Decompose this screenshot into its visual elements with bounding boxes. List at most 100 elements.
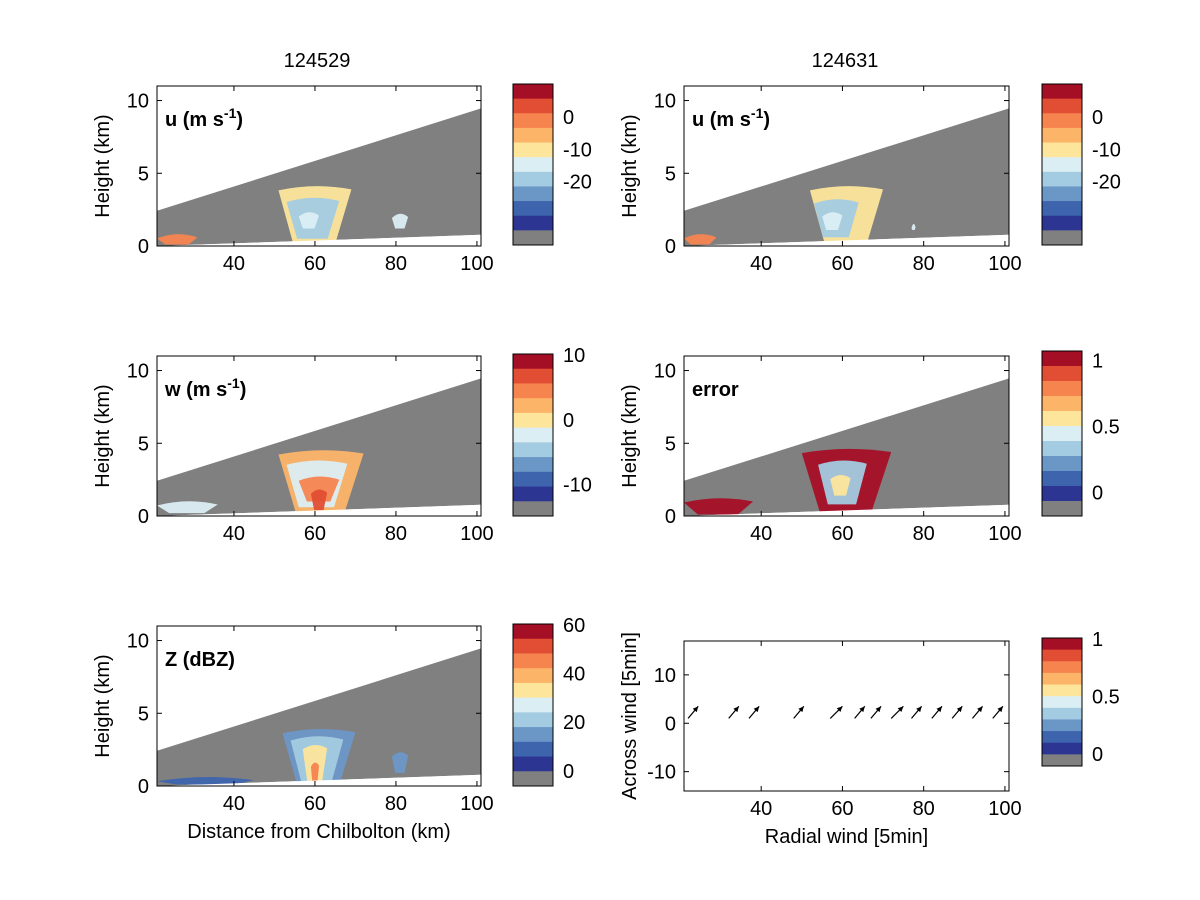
beam-sector [157, 648, 481, 786]
ground-mask [684, 234, 1009, 246]
panel-label-text: u (m s [165, 109, 224, 131]
colorbar-tick-label: 20 [563, 712, 585, 734]
colorbar-tick-label: -10 [563, 139, 592, 161]
x-axis-label: Distance from Chilbolton (km) [187, 821, 450, 843]
beam-sector [684, 378, 1009, 516]
panel-label-end: ) [236, 109, 243, 131]
axes-frame [683, 355, 1010, 517]
y-tick-label: 0 [665, 236, 676, 258]
colorbar-segment [1042, 411, 1082, 427]
y-axis-label: Height (km) [619, 114, 641, 217]
axes-frame [156, 355, 482, 517]
x-tick-label: 100 [988, 253, 1021, 275]
colorbar-segment [1042, 186, 1082, 202]
y-axis-label: Height (km) [619, 384, 641, 487]
y-tick-label: 10 [654, 665, 676, 687]
echo-region-3 [830, 475, 851, 496]
x-tick-label: 80 [913, 523, 935, 545]
colorbar-tick-label: -20 [1092, 172, 1121, 194]
x-tick-label: 80 [913, 798, 935, 820]
colorbar-segment [513, 98, 553, 114]
y-tick-label: 10 [127, 361, 149, 383]
y-tick-label: 10 [654, 361, 676, 383]
y-tick-label: -10 [647, 762, 676, 784]
colorbar-tick-label: 1 [1092, 350, 1103, 372]
x-tick-label: 40 [223, 253, 245, 275]
colorbar-tick-label: 10 [563, 345, 585, 367]
echo-region-3 [822, 212, 843, 230]
panel-label: u (m s-1) [692, 105, 770, 131]
colorbar-frame [1041, 83, 1083, 246]
panel-label-text: w (m s [164, 379, 227, 401]
x-tick-label: 60 [304, 253, 326, 275]
echo-region-4 [684, 498, 754, 515]
beam-sector [157, 108, 481, 247]
colorbar-segment [1042, 201, 1082, 217]
panel-label-text: u (m s [692, 109, 751, 131]
colorbar-segment [1042, 84, 1082, 100]
y-tick-label: 0 [138, 506, 149, 528]
y-tick-label: 5 [665, 163, 676, 185]
wind-arrowhead-6 [859, 706, 865, 713]
colorbar-frame [1041, 350, 1083, 517]
colorbar-segment [1042, 731, 1082, 744]
colorbar-segment [513, 486, 553, 502]
wind-arrowhead-7 [875, 706, 882, 713]
panel-label: Z (dBZ) [165, 649, 235, 671]
axes-frame [683, 85, 1010, 247]
colorbar-segment [513, 727, 553, 743]
wind-arrowhead-2 [733, 706, 739, 713]
colorbar-segment [1042, 719, 1082, 732]
axes-frame [156, 85, 482, 247]
echo-region-5 [391, 752, 409, 773]
wind-arrowhead-5 [836, 706, 843, 712]
colorbar-segment [1042, 157, 1082, 173]
panel-label-superscript: -1 [227, 375, 240, 391]
colorbar-segment [1042, 486, 1082, 502]
colorbar-tick-label: 0 [1092, 744, 1103, 766]
colorbar-segment [1042, 754, 1082, 767]
colorbar-segment [513, 127, 553, 144]
wind-arrowhead-11 [956, 706, 963, 713]
echo-region-4 [310, 762, 319, 785]
colorbar-segment [1042, 127, 1082, 144]
beam-sector [157, 378, 481, 516]
colorbar-segment [1042, 142, 1082, 158]
colorbar-segment [513, 471, 553, 488]
colorbar-segment [1042, 661, 1082, 674]
x-tick-label: 100 [988, 798, 1021, 820]
colorbar-segment [1042, 171, 1082, 187]
y-tick-label: 0 [138, 236, 149, 258]
echo-region-4 [310, 489, 328, 511]
x-tick-label: 100 [460, 793, 493, 815]
colorbar-tick-label: 1 [1092, 629, 1103, 651]
x-tick-label: 100 [460, 253, 493, 275]
colorbar-segment [513, 457, 553, 473]
colorbar-segment [513, 427, 553, 443]
y-tick-label: 10 [127, 91, 149, 113]
colorbar-segment [1042, 638, 1082, 651]
x-tick-label: 40 [750, 253, 772, 275]
colorbar-segment [513, 624, 553, 640]
wind-arrowhead-10 [936, 706, 942, 713]
echo-region-5 [684, 234, 717, 245]
colorbar-segment [1042, 684, 1082, 697]
echo-region-3 [298, 212, 319, 229]
colorbar-segment [513, 84, 553, 100]
colorbar-segment [513, 354, 553, 370]
colorbar-segment [513, 741, 553, 758]
colorbar-segment [1042, 696, 1082, 709]
panel-2: 40 60 80 100 0 5 10 Height (km) u (m s-1) 0 -10 -20 [619, 83, 1121, 275]
colorbar-segment [513, 230, 553, 246]
colorbar-segment [1042, 381, 1082, 397]
y-tick-label: 10 [654, 91, 676, 113]
colorbar-segment [513, 412, 553, 429]
x-tick-label: 40 [223, 793, 245, 815]
colorbar-segment [1042, 441, 1082, 457]
ground-mask [157, 774, 481, 786]
y-axis-label: Height (km) [92, 384, 114, 487]
